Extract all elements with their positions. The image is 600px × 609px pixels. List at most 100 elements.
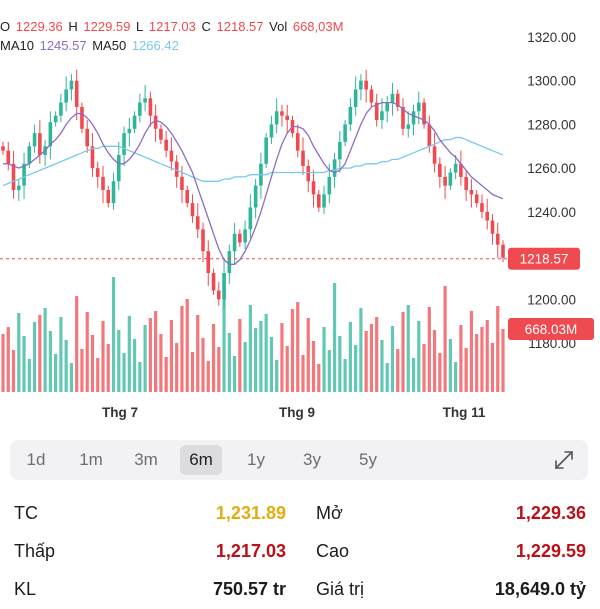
tab-3y[interactable]: 3y xyxy=(303,450,321,469)
volume-bar xyxy=(254,328,258,392)
candle-body xyxy=(401,106,405,129)
volume-bar xyxy=(348,322,352,392)
volume-bar xyxy=(469,311,474,392)
low-value: 1217.03 xyxy=(148,19,196,34)
candle-body xyxy=(459,163,463,177)
candle-body xyxy=(406,124,411,129)
candle-body xyxy=(369,89,374,103)
volume-bar xyxy=(264,314,268,392)
candle-body xyxy=(380,111,384,121)
volume-bar xyxy=(427,307,431,392)
candle-body xyxy=(253,185,258,208)
volume-bar xyxy=(475,334,479,392)
volume-bar xyxy=(101,321,105,392)
tab-1m[interactable]: 1m xyxy=(79,450,103,469)
volume-bar xyxy=(6,327,10,392)
volume-bar xyxy=(401,312,405,392)
ma10-line xyxy=(3,101,504,265)
volume-bar xyxy=(317,364,321,392)
period-tabs: 1d 1m 3m 6m 1y 3y 5y xyxy=(10,440,588,480)
volume-bar xyxy=(480,327,484,392)
tab-6m[interactable]: 6m xyxy=(180,445,222,475)
high-stat-label: Cao xyxy=(316,541,350,561)
candle-body xyxy=(501,244,505,258)
volume-bar xyxy=(285,346,289,392)
volume-bar xyxy=(143,325,147,392)
candle-body xyxy=(359,80,363,90)
tab-5y[interactable]: 5y xyxy=(359,450,377,469)
candle-body xyxy=(438,163,442,177)
volume-bar xyxy=(138,362,142,392)
expand-icon[interactable] xyxy=(550,446,578,474)
volume-bar xyxy=(59,317,63,392)
volume-bar xyxy=(501,329,505,392)
candle-body xyxy=(95,168,100,177)
candle-body xyxy=(285,115,290,121)
volume-bar xyxy=(396,349,400,392)
volume-bar xyxy=(343,359,347,392)
candle-body xyxy=(11,163,16,190)
candle-body xyxy=(148,98,153,116)
volume-bar xyxy=(75,296,79,392)
volume-bar xyxy=(164,357,168,392)
volume-bar xyxy=(296,302,300,392)
candle-body xyxy=(169,150,174,162)
candle-body xyxy=(132,115,137,129)
candle-body xyxy=(374,102,379,121)
volume-bar xyxy=(243,342,247,392)
candle-body xyxy=(101,176,105,190)
volume-bar xyxy=(127,316,131,392)
candle-body xyxy=(164,139,168,151)
tab-3m[interactable]: 3m xyxy=(134,450,158,469)
tc-label: TC xyxy=(14,503,38,523)
high-stat-value: 1,229.59 xyxy=(515,541,586,561)
y-tick-label: 1200.00 xyxy=(527,292,576,307)
candle-body xyxy=(190,203,195,217)
tab-1d[interactable]: 1d xyxy=(26,450,46,469)
value-stat-label: Giá trị xyxy=(316,579,365,599)
volume-bar xyxy=(438,353,442,392)
candle-body xyxy=(301,150,305,166)
candle-body xyxy=(416,102,421,112)
candle-body xyxy=(106,190,111,204)
volume-bar xyxy=(175,343,179,392)
volume-bar xyxy=(306,318,310,392)
volume-bar xyxy=(122,353,126,392)
volume-bar xyxy=(275,360,279,392)
open-label: O xyxy=(0,19,11,34)
volume-bar xyxy=(48,331,52,392)
volume-bar xyxy=(64,340,68,392)
candle-body xyxy=(238,233,242,243)
x-tick-label: Thg 7 xyxy=(102,405,138,420)
volume-bar xyxy=(301,355,305,392)
volume-bar xyxy=(38,315,42,392)
volume-bar xyxy=(390,326,395,392)
volume-bar xyxy=(132,339,137,392)
volume-bar xyxy=(364,331,368,392)
volume-bar xyxy=(338,336,342,392)
volume-bar xyxy=(485,320,489,392)
candle-body xyxy=(27,146,32,164)
volume-bar xyxy=(454,362,458,392)
volume-bar xyxy=(154,311,158,392)
volume-bar xyxy=(185,299,189,392)
ohlc-info: O 1229.36 H 1229.59 L 1217.03 C 1218.57 … xyxy=(0,19,345,34)
volume-bar xyxy=(196,315,200,392)
candle-body xyxy=(274,111,279,125)
candle-body xyxy=(48,122,53,147)
y-tick-label: 1280.00 xyxy=(527,117,576,132)
volume-bar xyxy=(464,348,468,392)
candle-body xyxy=(59,102,63,116)
candle-body xyxy=(138,102,142,116)
candle-body xyxy=(201,229,205,252)
high-label: H xyxy=(68,19,78,34)
candle-body xyxy=(485,211,490,221)
candle-body xyxy=(427,124,432,147)
tab-1y[interactable]: 1y xyxy=(247,450,265,469)
price-chart[interactable]: 1320.00 1300.00 1280.00 1260.00 1240.00 1200.… xyxy=(0,0,600,430)
candle-body xyxy=(322,194,326,208)
open-stat-value: 1,229.36 xyxy=(515,503,586,523)
volume-bar xyxy=(322,327,326,392)
candle-body xyxy=(474,194,479,204)
last-volume-tag xyxy=(508,318,594,340)
